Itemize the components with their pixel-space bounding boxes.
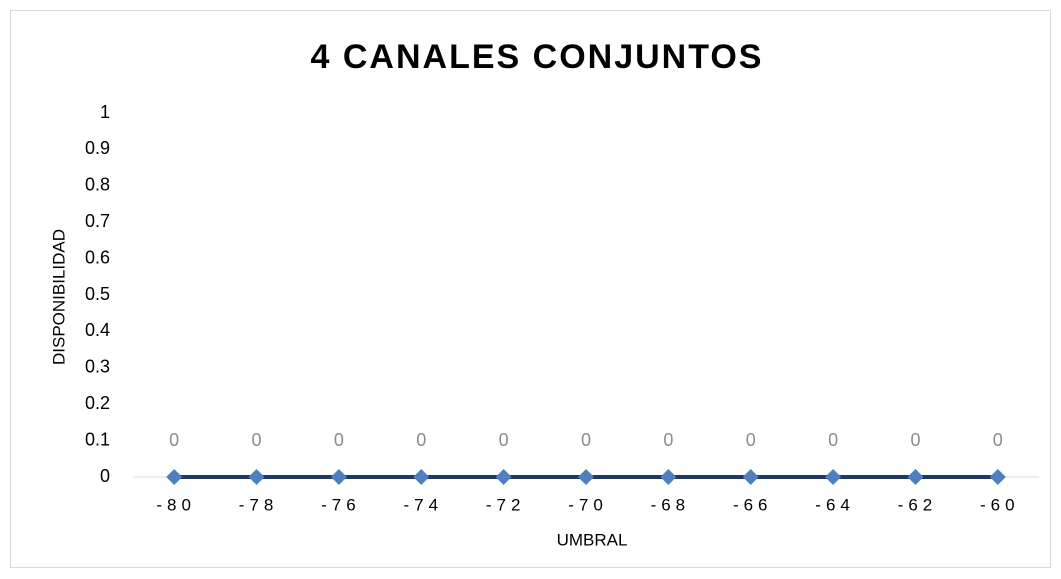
x-tick-label: -66 [733, 495, 773, 514]
x-tick-label: -64 [815, 495, 855, 514]
y-tick-label: 0.7 [85, 211, 110, 231]
x-tick-label: -72 [486, 495, 526, 514]
y-tick-label: 0.8 [85, 175, 110, 195]
marker [578, 469, 594, 485]
x-tick-label: -76 [321, 495, 361, 514]
data-label: 0 [334, 430, 344, 450]
y-tick-label: 0.2 [85, 393, 110, 413]
data-label: 0 [993, 430, 1003, 450]
y-tick-label: 0.1 [85, 429, 110, 449]
data-label: 0 [169, 430, 179, 450]
y-tick-label: 0.9 [85, 138, 110, 158]
data-label: 0 [746, 430, 756, 450]
data-label: 0 [499, 430, 509, 450]
x-tick-label: -68 [651, 495, 691, 514]
data-label: 0 [416, 430, 426, 450]
marker [742, 469, 759, 485]
y-tick-label: 0.3 [85, 357, 110, 377]
x-tick-label: -70 [568, 495, 608, 514]
y-tick-label: 0 [100, 466, 110, 486]
y-axis-title: DISPONIBILIDAD [49, 229, 68, 365]
marker [166, 469, 183, 485]
data-label: 0 [828, 430, 838, 450]
data-label: 0 [910, 430, 920, 450]
x-tick-label: -62 [898, 495, 938, 514]
y-tick-label: 0.5 [85, 284, 110, 304]
marker [660, 469, 677, 485]
marker [330, 469, 347, 485]
marker [825, 469, 842, 485]
marker [413, 469, 430, 485]
y-tick-label: 1 [100, 102, 110, 122]
x-tick-label: -78 [239, 495, 279, 514]
data-label: 0 [581, 430, 591, 450]
x-axis-title: UMBRAL [557, 530, 628, 549]
marker [907, 469, 924, 485]
marker [989, 469, 1006, 485]
marker [495, 469, 512, 485]
y-tick-label: 0.6 [85, 247, 110, 267]
chart-title: 4 CANALES CONJUNTOS [311, 38, 764, 76]
x-tick-label: -60 [980, 495, 1020, 514]
x-tick-label: -80 [156, 495, 196, 514]
data-label: 0 [663, 430, 673, 450]
marker [248, 469, 265, 485]
chart-frame [10, 10, 1051, 568]
x-tick-label: -74 [403, 495, 443, 514]
data-label: 0 [252, 430, 262, 450]
y-tick-label: 0.4 [85, 320, 110, 340]
